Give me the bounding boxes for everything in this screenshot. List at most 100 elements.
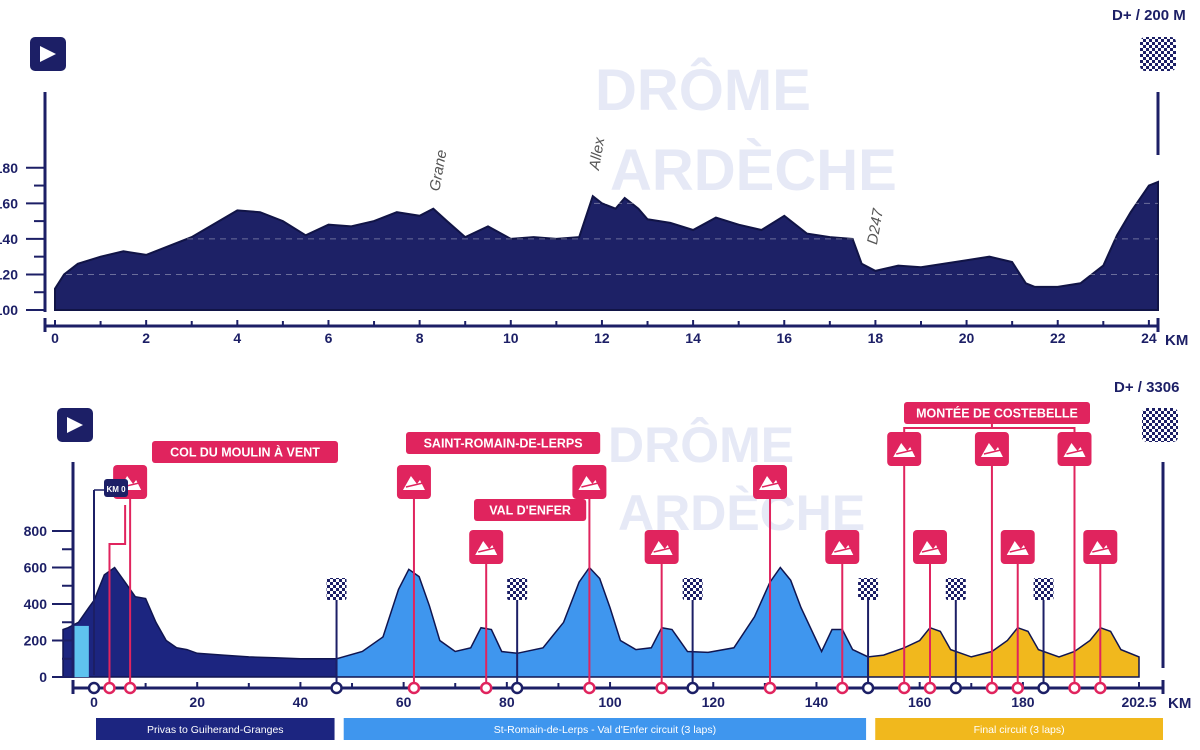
x-tick-label: 2: [142, 330, 150, 346]
watermark-line-2: ARDÈCHE: [610, 138, 897, 203]
x-tick-label: 202.5: [1121, 694, 1156, 710]
climb-marker: [825, 530, 860, 695]
watermark-line-1: DRÔME: [595, 58, 811, 123]
place-labels: Grane Allex D247: [426, 136, 887, 246]
x-tick-label: 24: [1141, 330, 1157, 346]
climb-marker: [1057, 432, 1092, 695]
mountain-icon-road: [478, 547, 496, 553]
checkpoint-dot: [1037, 681, 1050, 695]
route-markers: [87, 578, 1054, 695]
checkered-flag-icon: [1033, 578, 1054, 600]
climb-dot: [763, 681, 777, 695]
climb-marker: [974, 432, 1009, 695]
climb-name-box: [474, 499, 587, 521]
climb-marker: [1083, 530, 1118, 695]
mountain-icon: [1063, 443, 1086, 457]
climb-dot: [836, 681, 849, 695]
checkpoint-dot: [330, 681, 343, 695]
y-tick-label: 180: [0, 160, 18, 176]
climb-dot: [655, 681, 668, 695]
elevation-gain-label: D+ / 3306: [1114, 379, 1179, 396]
km0-marker: KM 0: [93, 479, 128, 675]
climb-marker: [396, 465, 431, 695]
mountain-icon: [980, 443, 1003, 457]
section-label: St-Romain-de-Lerps - Val d'Enfer circuit…: [494, 724, 716, 736]
gridlines: [55, 202, 1158, 275]
x-tick-label: 0: [90, 694, 98, 710]
y-tick-label: 800: [24, 523, 48, 539]
section-bar: [343, 718, 867, 740]
mountain-icon-road: [834, 547, 852, 553]
climb-name: COL DU MOULIN À VENT: [170, 445, 320, 460]
climb-marker: [887, 432, 922, 695]
place-label: Grane: [426, 148, 450, 192]
checkered-flag-icon: [858, 578, 879, 600]
x-axis-unit: KM: [1165, 332, 1188, 349]
elevation-area: [54, 180, 1159, 311]
x-tick-label: 14: [685, 330, 701, 346]
mountain-icon-road: [1092, 547, 1110, 553]
climb-markers: COL DU MOULIN À VENT SAINT-ROMAIN-DE-LERP…: [103, 402, 1118, 695]
mountain-icon-road: [896, 449, 914, 455]
climb-marker: [644, 530, 679, 695]
elevation-gain-label: D+ / 200 M: [1112, 7, 1186, 24]
mountain-icon: [1089, 541, 1112, 555]
watermark-logo: DRÔME ARDÈCHE: [595, 58, 897, 203]
place-label: Allex: [586, 136, 609, 172]
section-label: Final circuit (3 laps): [974, 724, 1065, 736]
climb-dot: [923, 681, 937, 695]
y-tick-label: 120: [0, 266, 18, 282]
climb-dot: [407, 681, 421, 695]
checkpoint-dot: [686, 681, 699, 695]
watermark-logo: DRÔME ARDÈCHE: [608, 416, 865, 541]
y-tick-label: 600: [24, 560, 48, 576]
y-tick-label: 200: [24, 633, 48, 649]
x-tick-label: 8: [416, 330, 424, 346]
climb-label-saint-romain: SAINT-ROMAIN-DE-LERPS: [406, 432, 601, 454]
km0-label: KM 0: [106, 485, 126, 494]
climb-name: SAINT-ROMAIN-DE-LERPS: [424, 437, 583, 451]
axes: 100120140160180024681012141618202224: [0, 92, 1160, 346]
place-label: D247: [864, 207, 887, 246]
mountain-icon-road: [1009, 547, 1027, 553]
x-tick-label: 22: [1050, 330, 1066, 346]
start-ramp: [74, 625, 89, 677]
x-tick-label: 20: [959, 330, 975, 346]
y-tick-label: 100: [0, 302, 18, 318]
x-tick-label: 40: [293, 694, 309, 710]
x-tick-label: 120: [702, 694, 726, 710]
x-tick-label: 4: [233, 330, 241, 346]
section-bar: [875, 718, 1163, 740]
climb-marker: [1000, 530, 1035, 695]
section-bars: Privas to Guiherand-Granges St-Romain-de-…: [96, 718, 1163, 740]
climb-name-box: [904, 402, 1090, 424]
x-tick-label: 10: [503, 330, 519, 346]
mountain-icon: [402, 476, 425, 490]
mountain-icon-road: [921, 547, 940, 553]
checkpoint-dot: [949, 681, 963, 695]
climb-dot: [1068, 681, 1081, 695]
start-icon: [30, 37, 66, 71]
x-tick-label: 12: [594, 330, 610, 346]
stage-profile-chart-1: DRÔME ARDÈCHE D+ / 200 M 100120140160180…: [0, 7, 1188, 349]
climb-dot: [1094, 681, 1107, 695]
x-tick-label: 18: [868, 330, 884, 346]
mountain-icon: [919, 541, 941, 555]
axes: 0 200 400 600 800 0 20 40 60 80 100 120 140 160 180 202…: [24, 462, 1165, 710]
checkpoint-dot: [87, 681, 101, 695]
x-tick-label: 180: [1011, 694, 1035, 710]
climb-dot: [123, 681, 137, 695]
mountain-icon-road: [405, 482, 424, 488]
x-tick-label: 80: [499, 694, 515, 710]
climb-marker: [113, 465, 148, 695]
x-tick-label: 6: [325, 330, 333, 346]
mountain-icon: [831, 541, 854, 555]
climb-name-box: [152, 441, 338, 463]
mountain-icon: [475, 541, 498, 555]
climb-label-val-denfer: VAL D'ENFER: [474, 499, 587, 521]
x-tick-label: 140: [805, 694, 829, 710]
climb-name: VAL D'ENFER: [489, 504, 571, 518]
climb-marker: [913, 530, 947, 695]
climb-name-box: [406, 432, 601, 454]
